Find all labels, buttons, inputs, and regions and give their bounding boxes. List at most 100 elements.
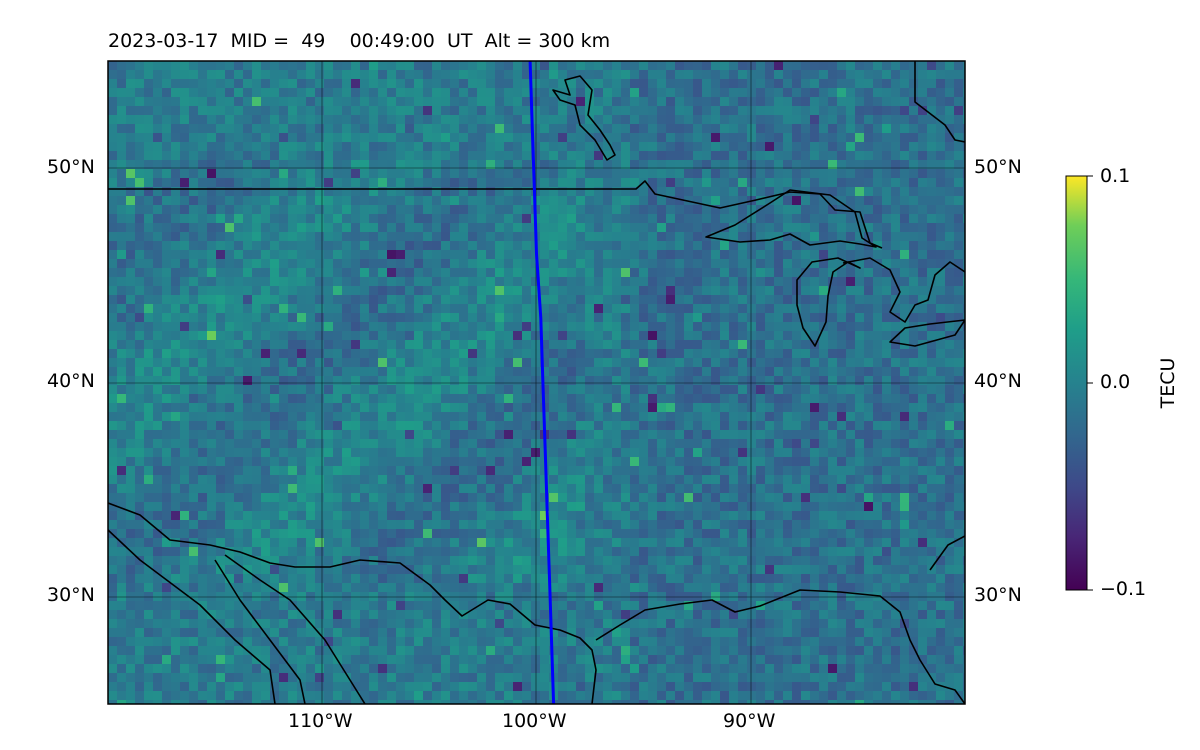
tec-cell (612, 394, 622, 404)
tec-cell (585, 169, 595, 179)
tec-cell (864, 187, 874, 197)
tec-cell (927, 430, 937, 440)
tec-cell (657, 331, 667, 341)
tec-cell (684, 475, 694, 485)
tec-cell (837, 169, 847, 179)
tec-cell (855, 187, 865, 197)
tec-cell (522, 70, 532, 80)
tec-cell (648, 439, 658, 449)
tec-cell (126, 241, 136, 251)
tec-cell (135, 259, 145, 269)
tec-heatmap (108, 61, 965, 704)
tec-cell (756, 88, 766, 98)
tec-cell (252, 367, 262, 377)
tec-cell (630, 79, 640, 89)
tec-cell (486, 178, 496, 188)
tec-cell (801, 385, 811, 395)
tec-cell (315, 214, 325, 224)
tec-cell (603, 331, 613, 341)
tec-cell (333, 241, 343, 251)
tec-cell (135, 466, 145, 476)
tec-cell (603, 196, 613, 206)
tec-cell (594, 88, 604, 98)
tec-cell (873, 475, 883, 485)
tec-cell (855, 61, 865, 71)
tec-cell (621, 223, 631, 233)
tec-cell (450, 430, 460, 440)
tec-cell (936, 88, 946, 98)
tec-cell (369, 475, 379, 485)
tec-cell (513, 493, 523, 503)
tec-cell (369, 169, 379, 179)
tec-cell (549, 439, 559, 449)
tec-cell (657, 133, 667, 143)
tec-cell (144, 61, 154, 71)
tec-cell (711, 349, 721, 359)
tec-cell (792, 349, 802, 359)
tec-cell (477, 385, 487, 395)
tec-cell (261, 520, 271, 530)
tec-cell (279, 466, 289, 476)
tec-cell (936, 520, 946, 530)
tec-cell (756, 106, 766, 116)
tec-cell (495, 97, 505, 107)
tec-cell (540, 124, 550, 134)
tec-cell (864, 349, 874, 359)
tec-cell (675, 124, 685, 134)
tec-cell (216, 70, 226, 80)
tec-cell (765, 223, 775, 233)
tec-cell (153, 115, 163, 125)
tec-cell (423, 403, 433, 413)
tec-cell (729, 394, 739, 404)
tec-cell (585, 259, 595, 269)
tec-cell (441, 79, 451, 89)
tec-cell (585, 385, 595, 395)
tec-cell (414, 502, 424, 512)
tec-cell (306, 322, 316, 332)
tec-cell (540, 178, 550, 188)
tec-cell (504, 322, 514, 332)
tec-cell (153, 439, 163, 449)
tec-cell (333, 367, 343, 377)
tec-cell (342, 268, 352, 278)
tec-cell (495, 250, 505, 260)
tec-cell (594, 322, 604, 332)
tec-cell (423, 142, 433, 152)
tec-cell (243, 133, 253, 143)
tec-cell (675, 268, 685, 278)
tec-cell (819, 214, 829, 224)
tec-cell (711, 421, 721, 431)
tec-cell (639, 88, 649, 98)
tec-cell (702, 304, 712, 314)
tec-cell (684, 79, 694, 89)
tec-cell (621, 133, 631, 143)
tec-cell (540, 223, 550, 233)
tec-cell (630, 268, 640, 278)
tec-cell (369, 88, 379, 98)
tec-cell (585, 511, 595, 521)
tec-cell (900, 322, 910, 332)
tec-cell (369, 259, 379, 269)
tec-cell (468, 331, 478, 341)
tec-cell (936, 196, 946, 206)
tec-cell (747, 394, 757, 404)
tec-cell (711, 106, 721, 116)
tec-cell (522, 367, 532, 377)
tec-cell (486, 349, 496, 359)
tec-cell (171, 439, 181, 449)
tec-cell (675, 358, 685, 368)
tec-cell (873, 124, 883, 134)
tec-cell (594, 367, 604, 377)
tec-cell (279, 457, 289, 467)
tec-cell (270, 259, 280, 269)
tec-cell (513, 331, 523, 341)
tec-cell (396, 322, 406, 332)
tec-cell (153, 394, 163, 404)
tec-cell (504, 232, 514, 242)
tec-cell (270, 448, 280, 458)
tec-cell (369, 304, 379, 314)
tec-cell (459, 484, 469, 494)
tec-cell (333, 259, 343, 269)
tec-cell (279, 214, 289, 224)
tec-cell (171, 412, 181, 422)
